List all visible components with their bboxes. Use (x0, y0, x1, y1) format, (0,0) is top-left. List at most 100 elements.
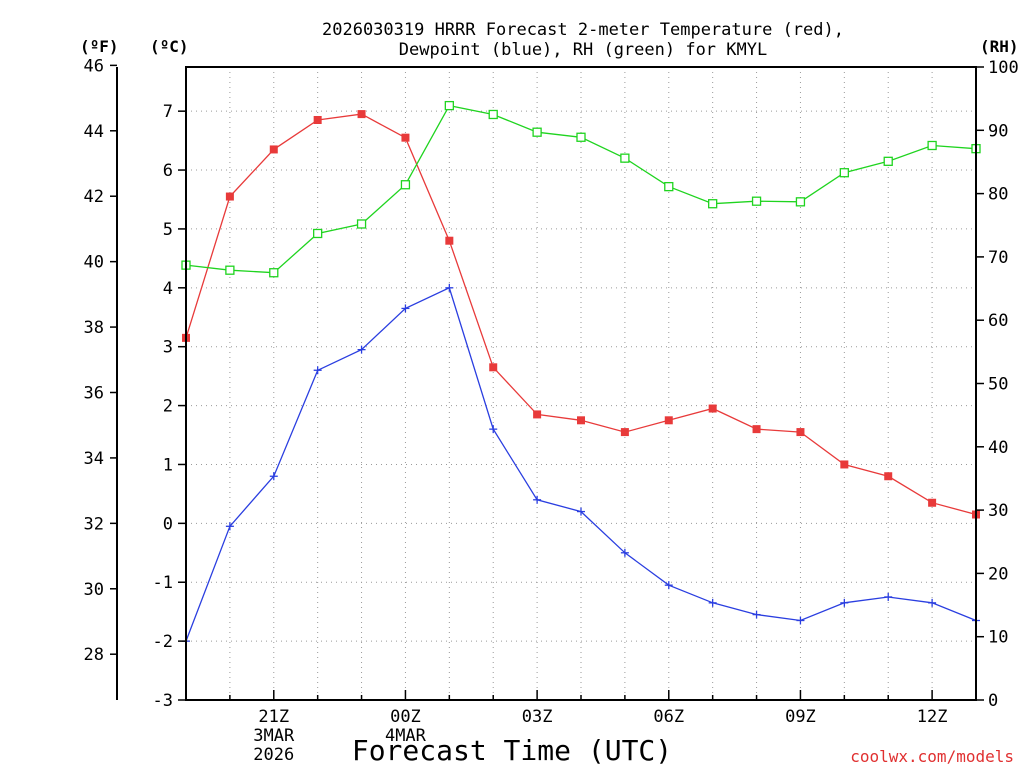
rh-tick-label: 50 (988, 375, 1008, 395)
rh-tick-label: 20 (988, 564, 1008, 584)
x-axis-title: Forecast Time (UTC) (352, 734, 672, 767)
celsius-tick-label: 6 (163, 161, 173, 181)
temperature-point (708, 404, 717, 413)
rh-tick-label: 70 (988, 248, 1008, 268)
celsius-unit-label: (ºC) (150, 37, 189, 56)
temperature-point (928, 498, 937, 507)
celsius-tick-label: 3 (163, 338, 173, 358)
celsius-tick-label: 2 (163, 397, 173, 417)
dewpoint-point (577, 507, 585, 516)
temperature-point (225, 192, 234, 201)
rh-point (400, 180, 411, 190)
celsius-tick-label: -3 (153, 691, 173, 711)
grid-lines (186, 67, 976, 700)
temperature-point (445, 236, 454, 245)
temperature-line (185, 113, 977, 516)
temperature-point (269, 145, 278, 154)
rh-tick-label: 100 (988, 58, 1019, 78)
dewpoint-point (313, 366, 322, 375)
celsius-tick-label: 0 (163, 514, 173, 534)
rh-tick-label: 30 (988, 501, 1008, 521)
temperature-point (796, 428, 805, 437)
dewpoint-point (620, 548, 629, 557)
dewpoint-point (928, 598, 937, 607)
temperature-point (620, 428, 629, 437)
rh-tick-label: 90 (988, 121, 1008, 141)
x-tick-year: 2026 (253, 745, 294, 765)
temperature-point (752, 425, 761, 434)
rh-point (883, 156, 893, 166)
fahrenheit-tick-label: 36 (84, 383, 104, 403)
celsius-tick-label: 5 (163, 220, 173, 240)
dewpoint-point (840, 598, 849, 607)
dewpoint-point (533, 495, 542, 504)
dewpoint-point (796, 616, 805, 625)
rh-tick-label: 80 (988, 185, 1008, 205)
credit-text: coolwx.com/models (850, 747, 1014, 766)
dewpoint-point (269, 472, 278, 481)
fahrenheit-tick-label: 34 (84, 449, 104, 469)
fahrenheit-tick-label: 28 (84, 645, 104, 665)
rh-tick-label: 40 (988, 438, 1008, 458)
dewpoint-point (445, 283, 454, 292)
fahrenheit-tick-label: 44 (84, 122, 104, 142)
x-tick-label: 21Z (258, 707, 289, 727)
rh-point (751, 196, 762, 206)
fahrenheit-unit-label: (ºF) (80, 37, 119, 56)
x-tick-label: 12Z (917, 707, 948, 727)
temperature-point (840, 460, 849, 469)
celsius-tick-label: -1 (153, 573, 173, 593)
fahrenheit-tick-label: 42 (84, 187, 104, 207)
rh-point (576, 132, 586, 142)
x-tick-label: 00Z (390, 707, 421, 727)
temperature-point (533, 410, 542, 419)
rh-tick-label: 10 (988, 628, 1008, 648)
temperature-point (313, 115, 322, 124)
fahrenheit-tick-label: 32 (84, 514, 104, 534)
series-layer (181, 100, 981, 646)
rh-point (488, 109, 498, 120)
celsius-tick-label: 7 (163, 102, 173, 122)
dewpoint-point (664, 581, 673, 590)
rh-point (839, 168, 849, 178)
rh-point (356, 219, 367, 229)
rh-point (532, 127, 542, 137)
rh-point (313, 228, 323, 239)
temperature-point (884, 472, 893, 481)
fahrenheit-tick-label: 46 (84, 56, 104, 76)
rh-point (664, 181, 674, 192)
x-tick-date: 3MAR (253, 726, 295, 746)
rh-point (927, 140, 937, 151)
x-tick-label: 06Z (653, 707, 684, 727)
temperature-point (401, 133, 410, 142)
dewpoint-point (752, 610, 761, 619)
rh-point (444, 100, 454, 111)
dewpoint-point (708, 598, 717, 607)
temperature-point (357, 110, 366, 119)
x-tick-date: 4MAR (385, 726, 427, 746)
x-tick-label: 03Z (522, 707, 553, 727)
rh-point (269, 268, 279, 278)
rh-point (795, 197, 806, 207)
celsius-tick-label: 1 (163, 455, 173, 475)
tick-labels: 28303234363840424446-3-2-101234567010203… (84, 56, 1019, 765)
temperature-point (489, 363, 498, 372)
fahrenheit-tick-label: 30 (84, 580, 104, 600)
rh-point (620, 153, 630, 163)
dewpoint-point (225, 522, 234, 531)
rh-point (708, 199, 718, 209)
x-tick-label: 09Z (785, 707, 816, 727)
fahrenheit-tick-label: 40 (84, 253, 104, 273)
dewpoint-point (884, 592, 893, 601)
rh-point (225, 265, 235, 275)
axes (110, 64, 984, 701)
temperature-point (577, 416, 585, 425)
rh-unit-label: (RH) (980, 37, 1019, 56)
celsius-tick-label: 4 (163, 279, 173, 299)
plot-frame (185, 66, 977, 701)
chart-title-line2: Dewpoint (blue), RH (green) for KMYL (399, 40, 767, 60)
dewpoint-point (489, 425, 498, 434)
celsius-tick-label: -2 (153, 632, 173, 652)
dewpoint-point (357, 345, 366, 354)
